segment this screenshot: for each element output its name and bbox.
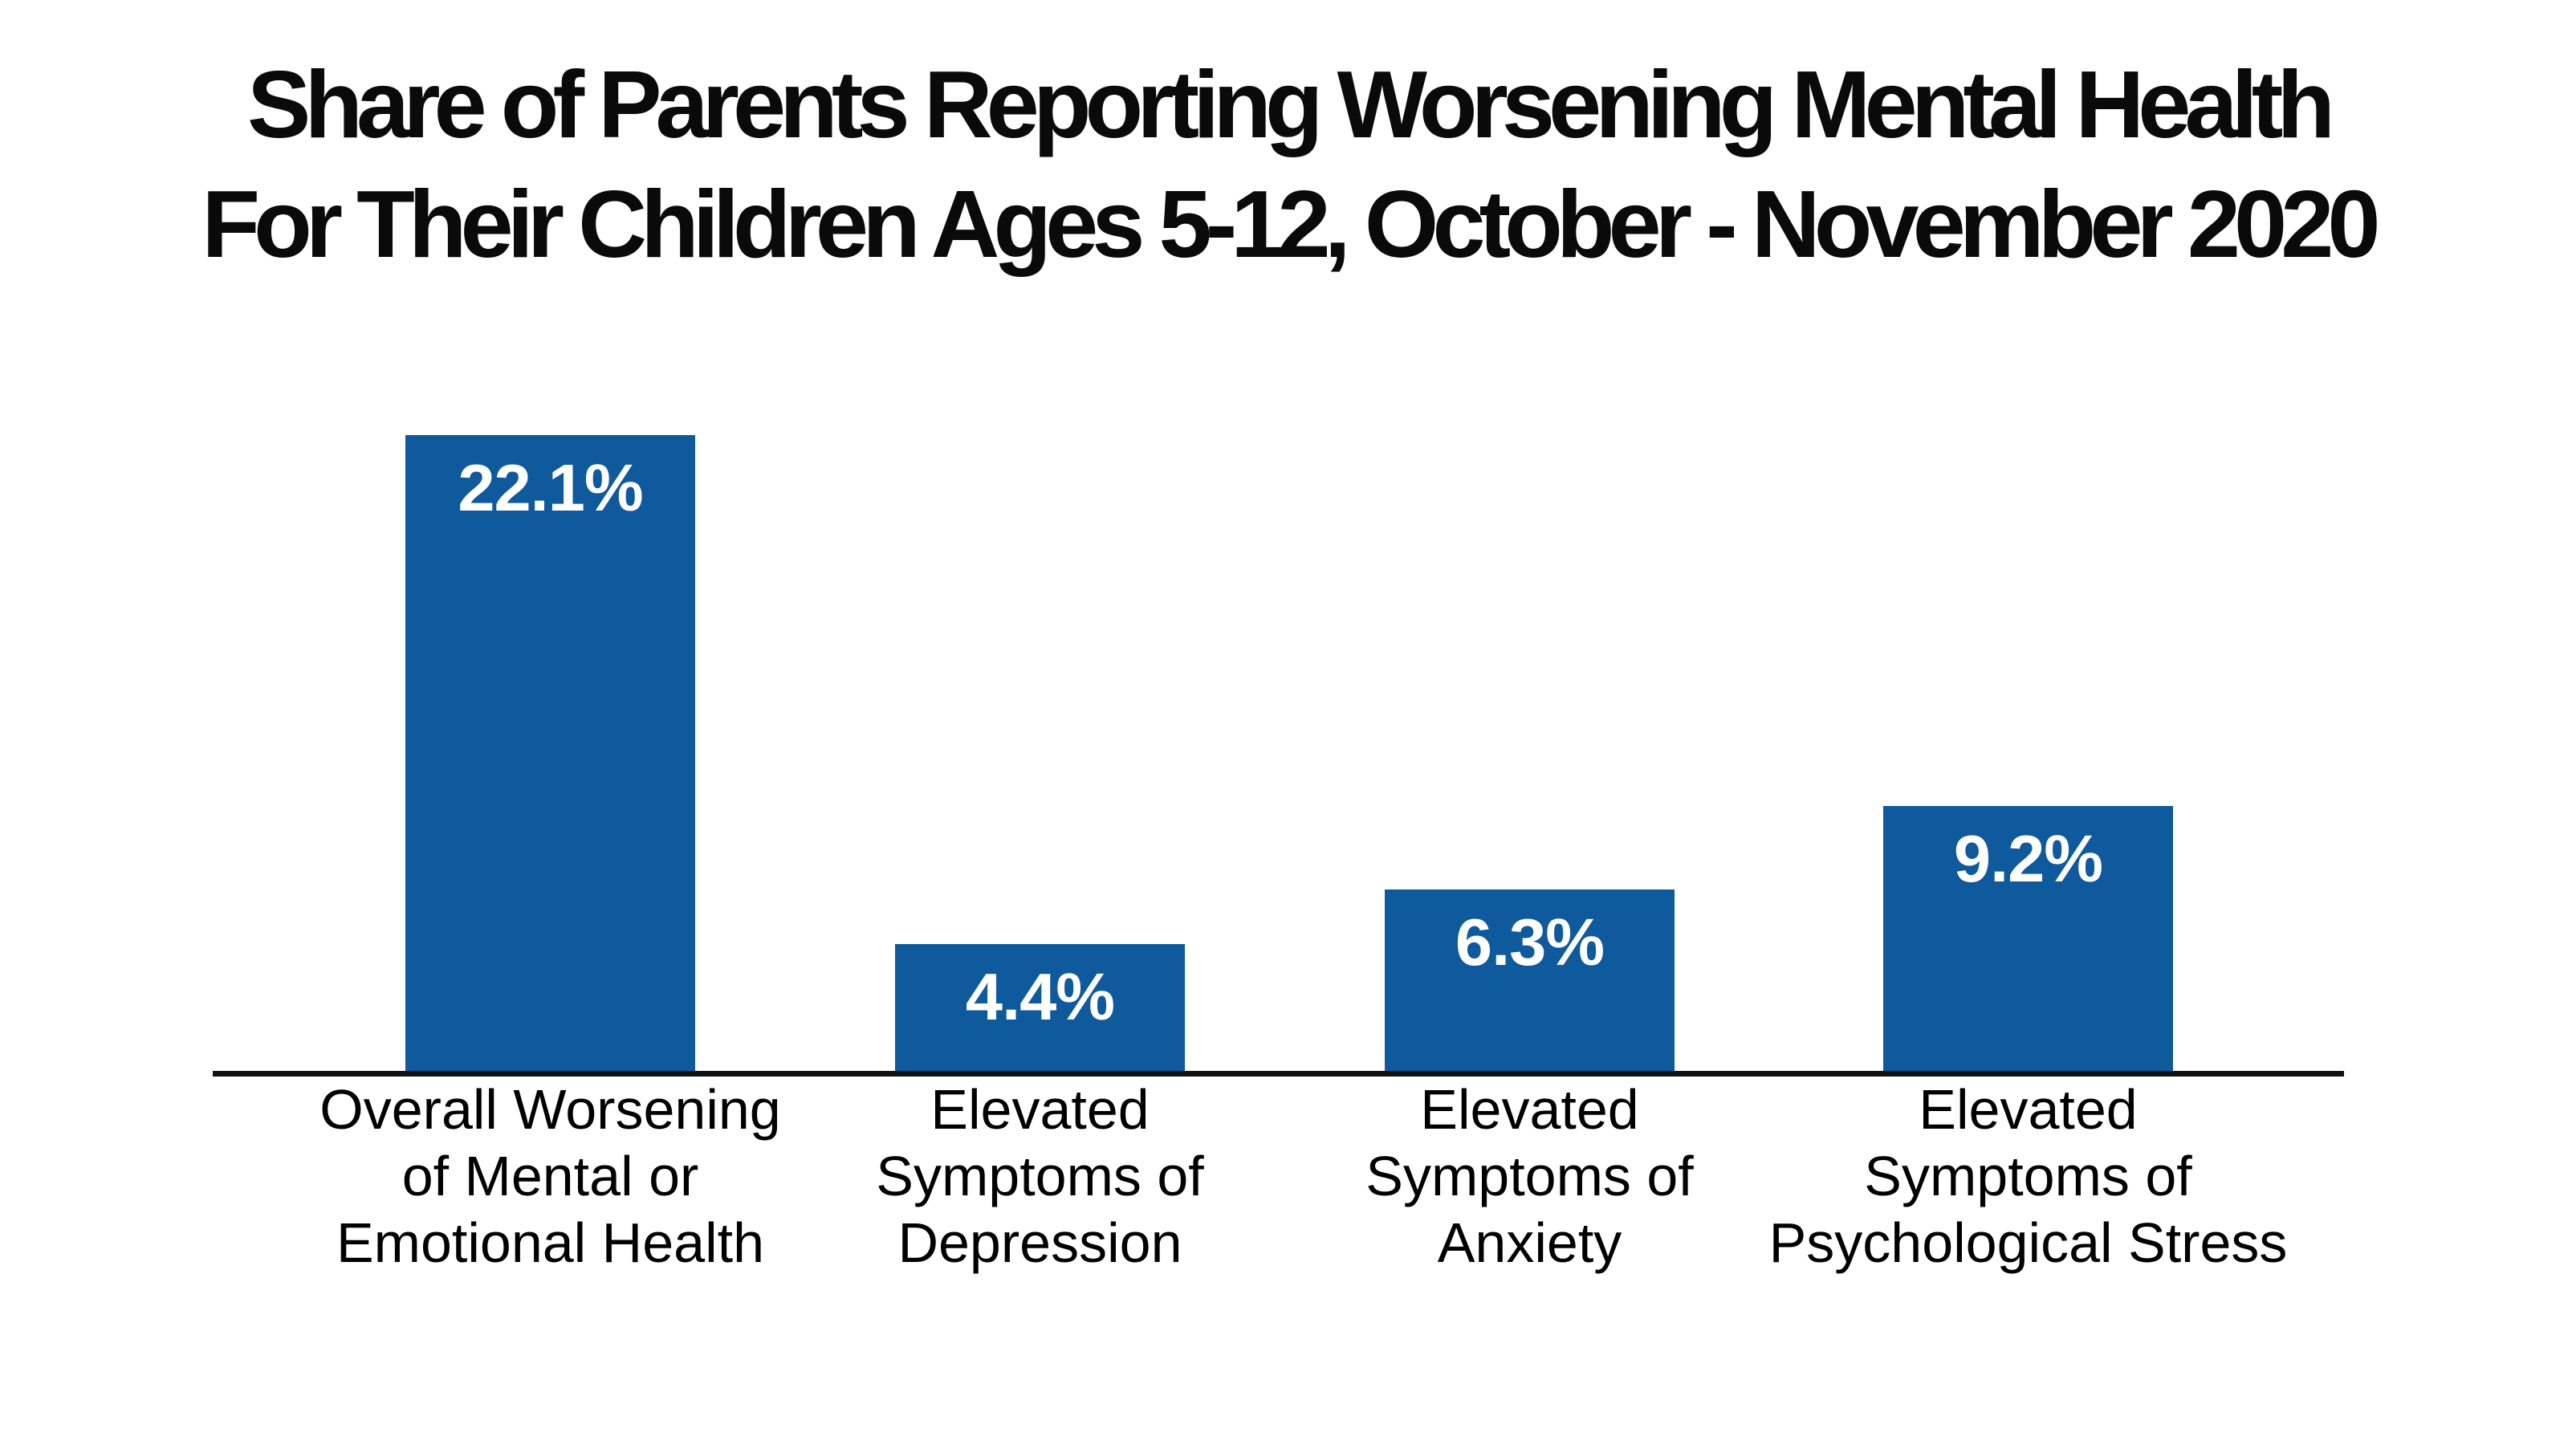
chart-title: Share of Parents Reporting Worsening Men… bbox=[0, 45, 2576, 284]
category-label-line: of Mental or bbox=[401, 1145, 699, 1207]
category-label-line: Overall Worsening bbox=[319, 1078, 781, 1141]
category-label-line: Symptoms of bbox=[876, 1145, 1204, 1207]
bar-elevated-symptoms-of-anxiety: 6.3% bbox=[1385, 889, 1675, 1071]
category-label-overall-worsening-of-mental-or-emotional-health: Overall Worsening of Mental or Emotional H… bbox=[222, 1077, 880, 1276]
chart-title-line-1: Share of Parents Reporting Worsening Men… bbox=[246, 51, 2335, 158]
category-label-line: Depression bbox=[897, 1211, 1182, 1274]
category-label-line: Psychological Stress bbox=[1768, 1211, 2288, 1274]
bar-value-label-overall-worsening-of-mental-or-emotional-health: 22.1% bbox=[458, 450, 643, 525]
bar-value-label-elevated-symptoms-of-depression: 4.4% bbox=[965, 959, 1115, 1034]
bar-elevated-symptoms-of-depression: 4.4% bbox=[895, 944, 1185, 1071]
category-label-elevated-symptoms-of-anxiety: Elevated Symptoms of Anxiety bbox=[1201, 1077, 1859, 1276]
chart-title-line-2: For Their Children Ages 5-12, October - … bbox=[201, 171, 2380, 278]
category-label-line: Elevated bbox=[1919, 1078, 2138, 1141]
category-label-line: Symptoms of bbox=[1864, 1145, 2192, 1207]
category-label-line: Elevated bbox=[930, 1078, 1150, 1141]
bar-overall-worsening-of-mental-or-emotional-health: 22.1% bbox=[405, 435, 695, 1071]
bar-value-label-elevated-symptoms-of-psychological-stress: 9.2% bbox=[1953, 821, 2103, 896]
bar-value-label-elevated-symptoms-of-anxiety: 6.3% bbox=[1455, 905, 1605, 979]
category-label-line: Symptoms of bbox=[1365, 1145, 1694, 1207]
bar-elevated-symptoms-of-psychological-stress: 9.2% bbox=[1883, 806, 2173, 1071]
category-label-line: Elevated bbox=[1420, 1078, 1639, 1141]
category-label-line: Anxiety bbox=[1437, 1211, 1622, 1274]
category-label-elevated-symptoms-of-psychological-stress: Elevated Symptoms of Psychological Stress bbox=[1699, 1077, 2358, 1276]
category-label-line: Emotional Health bbox=[336, 1211, 765, 1274]
category-label-elevated-symptoms-of-depression: Elevated Symptoms of Depression bbox=[711, 1077, 1369, 1276]
x-axis-line bbox=[213, 1071, 2344, 1077]
